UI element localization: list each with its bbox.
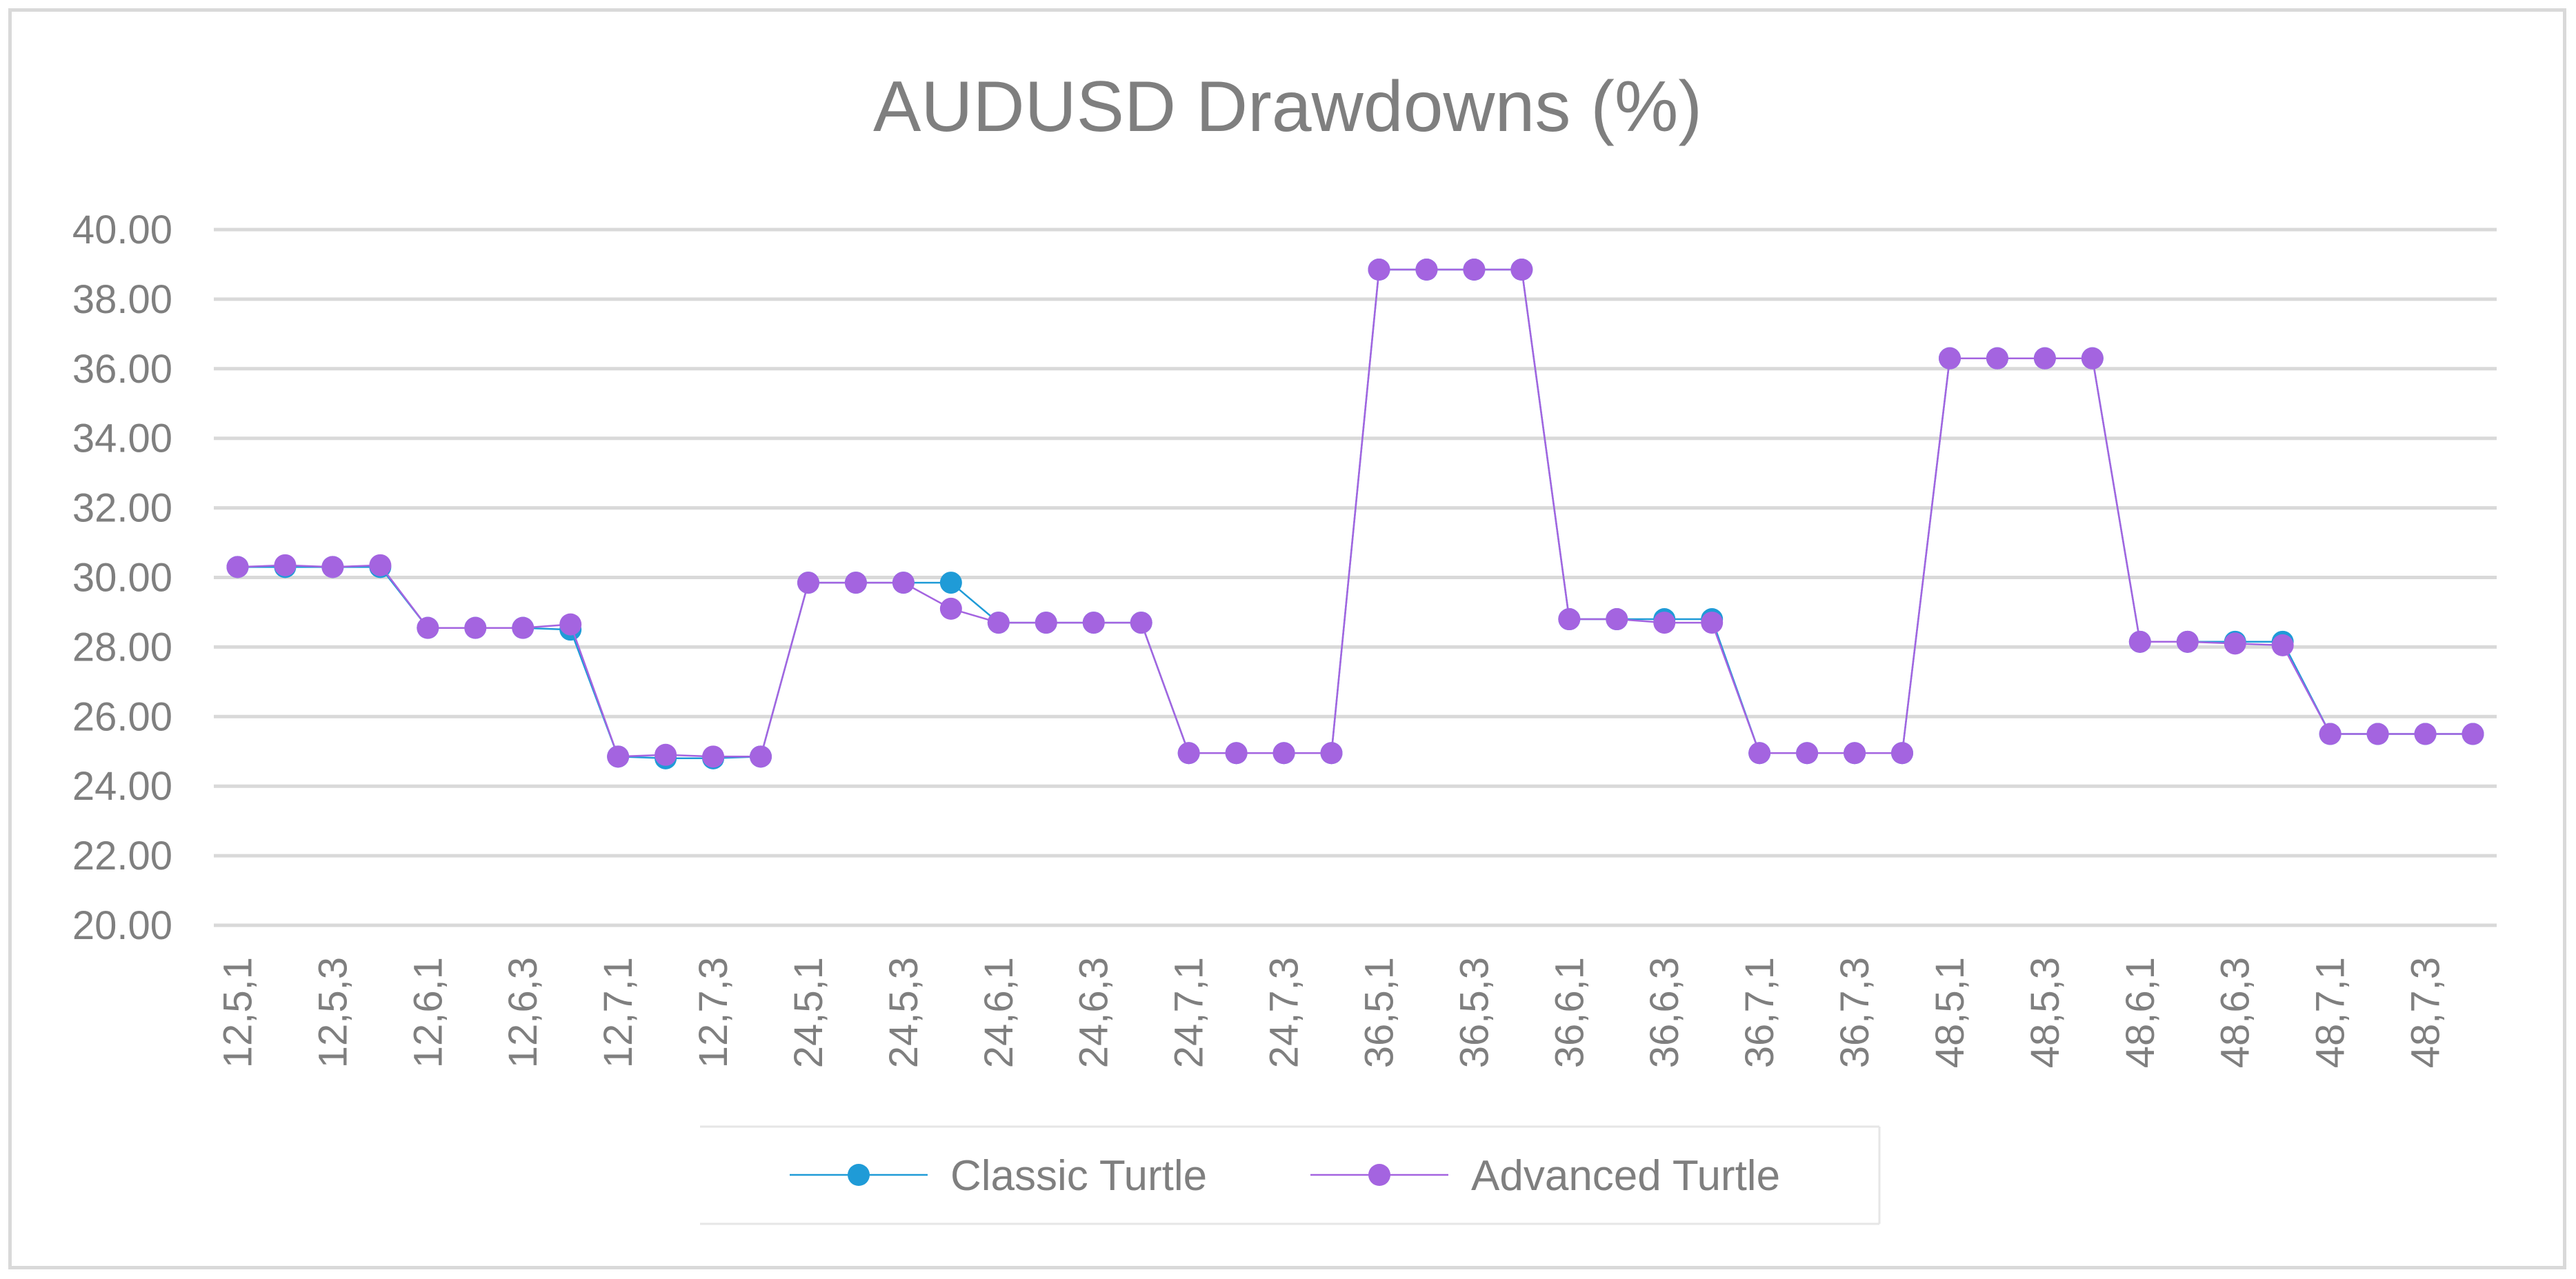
legend-marker xyxy=(848,1164,870,1186)
series-line xyxy=(237,268,2473,758)
y-tick-label: 26.00 xyxy=(72,694,172,739)
x-tick-label: 24,6,3 xyxy=(1072,957,1117,1068)
data-point xyxy=(1606,608,1628,631)
x-tick-label: 12,7,3 xyxy=(691,957,736,1068)
x-tick-label: 24,5,3 xyxy=(881,957,926,1068)
data-point xyxy=(2081,347,2104,370)
x-tick-label: 48,6,3 xyxy=(2213,957,2258,1068)
y-tick-label: 20.00 xyxy=(72,903,172,948)
data-point xyxy=(987,612,1010,634)
data-point xyxy=(226,556,249,578)
data-point xyxy=(1986,347,2008,370)
x-tick-label: 36,5,3 xyxy=(1452,957,1497,1068)
legend-label: Advanced Turtle xyxy=(1471,1152,1780,1200)
data-point xyxy=(607,745,630,768)
y-tick-label: 24.00 xyxy=(72,764,172,809)
chart-title: AUDUSD Drawdowns (%) xyxy=(873,67,1702,147)
x-tick-label: 48,7,3 xyxy=(2404,957,2448,1068)
data-point xyxy=(655,743,677,766)
data-point xyxy=(464,616,487,639)
data-point xyxy=(844,572,867,594)
data-point xyxy=(559,613,582,636)
data-point xyxy=(939,572,962,594)
data-point xyxy=(1938,347,1961,370)
x-tick-label: 24,6,1 xyxy=(977,957,1021,1068)
y-tick-label: 28.00 xyxy=(72,625,172,669)
data-point xyxy=(369,554,392,576)
data-point xyxy=(417,616,439,639)
x-tick-label: 48,5,1 xyxy=(1928,957,1973,1068)
data-point xyxy=(1796,742,1819,765)
data-point xyxy=(939,597,962,620)
x-tick-label: 48,6,1 xyxy=(2118,957,2163,1068)
y-tick-label: 36.00 xyxy=(72,347,172,392)
x-tick-label: 36,7,3 xyxy=(1833,957,1877,1068)
data-point xyxy=(274,554,297,576)
legend: Classic Turtle Advanced Turtle xyxy=(700,1125,1881,1225)
data-point xyxy=(2128,630,2151,653)
data-point xyxy=(750,745,772,768)
x-tick-label: 12,6,3 xyxy=(501,957,546,1068)
x-tick-label: 12,5,3 xyxy=(310,957,355,1068)
y-tick-label: 38.00 xyxy=(72,277,172,322)
data-point xyxy=(892,572,915,594)
data-point xyxy=(1748,742,1771,765)
series-layer xyxy=(226,259,2484,769)
y-tick-label: 40.00 xyxy=(72,208,172,252)
data-point xyxy=(1225,742,1248,765)
x-tick-label: 36,5,1 xyxy=(1357,957,1401,1068)
data-point xyxy=(2176,630,2199,653)
data-point xyxy=(2224,632,2246,655)
x-tick-label: 36,7,1 xyxy=(1737,957,1782,1068)
legend-label: Classic Turtle xyxy=(950,1152,1207,1200)
x-tick-label: 48,5,3 xyxy=(2023,957,2068,1068)
data-point xyxy=(1272,742,1295,765)
data-point xyxy=(1035,612,1057,634)
data-point xyxy=(797,572,819,594)
x-tick-label: 24,7,3 xyxy=(1262,957,1307,1068)
data-point xyxy=(2319,723,2342,745)
data-point xyxy=(2033,347,2056,370)
x-tick-label: 12,6,1 xyxy=(406,957,450,1068)
data-point xyxy=(1177,742,1200,765)
data-point xyxy=(1653,612,1676,634)
x-tick-label: 24,5,1 xyxy=(786,957,831,1068)
x-tick-label: 12,7,1 xyxy=(596,957,641,1068)
grid-layer xyxy=(214,228,2497,927)
x-tick-label: 24,7,1 xyxy=(1167,957,1212,1068)
y-tick-label: 34.00 xyxy=(72,416,172,461)
data-point xyxy=(1844,742,1866,765)
data-point xyxy=(1510,259,1533,281)
data-point xyxy=(321,556,344,578)
data-point xyxy=(1463,259,1486,281)
y-tick-label: 30.00 xyxy=(72,556,172,601)
data-point xyxy=(1320,742,1343,765)
data-point xyxy=(512,616,535,639)
legend-marker xyxy=(1368,1164,1390,1186)
data-point xyxy=(2271,634,2294,656)
x-tick-label: 48,7,1 xyxy=(2308,957,2353,1068)
x-tick-label: 12,5,1 xyxy=(215,957,260,1068)
data-point xyxy=(2414,723,2437,745)
x-axis-tick-labels: 12,5,1 12,5,3 12,6,1 12,6,3 12,7,1 12,7,3 24,5… xyxy=(215,957,2448,1068)
x-tick-label: 36,6,3 xyxy=(1642,957,1687,1068)
data-point xyxy=(1891,742,1914,765)
series-advanced-turtle xyxy=(226,259,2484,768)
data-point xyxy=(2462,723,2484,745)
data-point xyxy=(1558,608,1581,631)
data-point xyxy=(1130,612,1152,634)
data-point xyxy=(1701,612,1724,634)
y-tick-label: 32.00 xyxy=(72,486,172,531)
y-axis-tick-labels: 20.00 22.00 24.00 26.00 28.00 30.00 32.00 34.00… xyxy=(72,208,172,948)
data-point xyxy=(1368,259,1390,281)
y-tick-label: 22.00 xyxy=(72,834,172,878)
data-point xyxy=(2366,723,2389,745)
data-point xyxy=(702,745,725,768)
data-point xyxy=(1415,259,1438,281)
x-tick-label: 36,6,1 xyxy=(1547,957,1592,1068)
data-point xyxy=(1082,612,1105,634)
